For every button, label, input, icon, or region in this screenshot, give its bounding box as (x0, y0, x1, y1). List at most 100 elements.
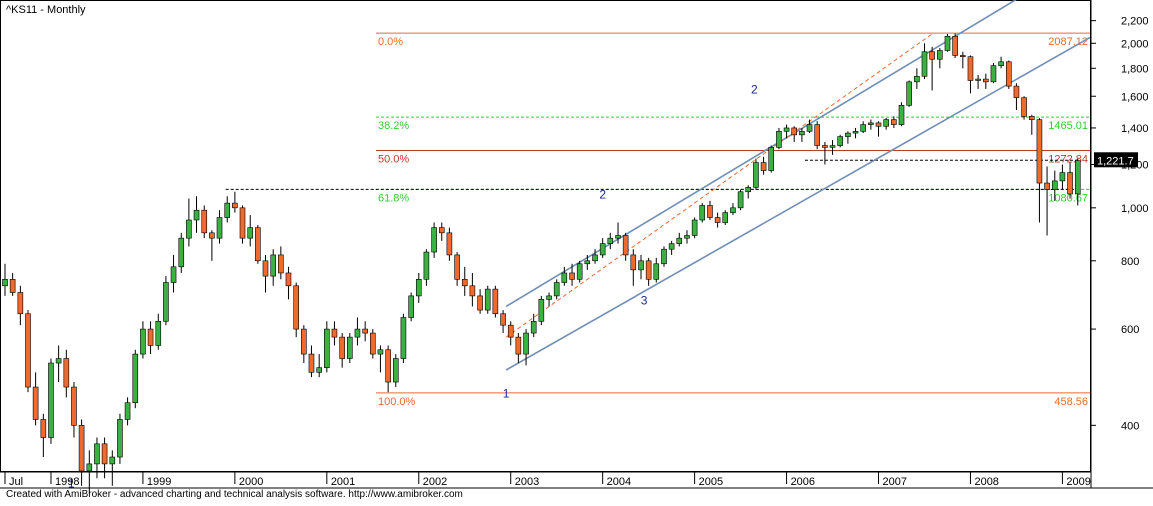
candle-up (247, 227, 254, 239)
candle-down (239, 207, 246, 239)
candle-up (799, 131, 805, 136)
fib-percent-label: 61.8% (378, 192, 409, 204)
candle-up (768, 147, 775, 171)
candle-up (55, 358, 62, 364)
candle-up (216, 217, 223, 239)
fib-percent-label: 100.0% (378, 396, 416, 408)
candle-up (86, 463, 93, 472)
candle-down (301, 328, 307, 355)
candle-up (845, 132, 851, 137)
candle-down (875, 122, 882, 127)
candle-down (461, 278, 468, 287)
candle-down (40, 419, 47, 438)
candle-up (753, 162, 759, 188)
candle-up (193, 209, 200, 221)
candle-up (530, 320, 537, 334)
candle-up (860, 124, 866, 132)
candle-down (293, 285, 300, 330)
candle-down (255, 227, 261, 262)
channel-midline (505, 32, 934, 338)
candle-down (78, 425, 85, 472)
candle-up (170, 266, 177, 283)
candle-up (921, 51, 928, 77)
x-tick-label: 2005 (699, 476, 723, 488)
candle-up (937, 50, 943, 60)
candle-down (454, 254, 460, 280)
x-tick-label: 2008 (974, 476, 998, 488)
candle-up (392, 358, 399, 383)
candle-up (140, 328, 146, 355)
y-tick-label: 1,600 (1121, 91, 1149, 103)
candle-down (967, 56, 974, 81)
fib-percent-label: 50.0% (378, 154, 409, 166)
candle-down (1006, 61, 1012, 87)
candle-down (101, 443, 108, 465)
candle-down (1036, 119, 1043, 184)
candle-up (599, 243, 606, 256)
candle-up (178, 237, 185, 268)
y-tick-label: 2,200 (1121, 16, 1149, 28)
y-axis-ticks: 4006008001,0001,2001,4001,6001,8002,0002… (1091, 16, 1149, 432)
candle-down (960, 55, 966, 58)
candle-up (354, 328, 361, 338)
candle-up (155, 320, 162, 346)
x-tick-label: 1998 (55, 476, 79, 488)
candle-down (1067, 172, 1073, 195)
fib-value-label: 1272.84 (1048, 154, 1088, 166)
candle-up (745, 187, 752, 193)
wave-label: 2 (751, 82, 758, 96)
candle-up (423, 251, 430, 280)
candle-up (377, 349, 384, 355)
candle-up (661, 248, 667, 265)
candle-down (385, 349, 391, 383)
fib-value-label: 1465.01 (1048, 120, 1088, 132)
candle-up (400, 317, 407, 359)
candle-down (201, 209, 208, 234)
candle-up (1059, 172, 1066, 182)
last-price-marker: 1,221.7 (1094, 152, 1138, 168)
candle-down (262, 260, 269, 277)
y-tick-label: 1,000 (1121, 203, 1149, 215)
x-tick-label: 2007 (883, 476, 907, 488)
candle-up (270, 254, 277, 277)
candle-down (622, 235, 629, 256)
candle-down (515, 336, 522, 355)
candle-down (438, 227, 445, 234)
fib-value-label: 458.56 (1054, 396, 1088, 408)
candle-down (1044, 182, 1050, 190)
candle-down (791, 127, 797, 136)
candle-down (929, 51, 935, 60)
candle-down (645, 260, 652, 280)
candle-down (71, 386, 77, 426)
candle-up (653, 263, 660, 280)
wave-labels: 1 1 2 3 2 (68, 82, 758, 490)
candle-down (469, 285, 476, 297)
candle-up (737, 191, 744, 209)
y-tick-label: 1,800 (1121, 63, 1149, 75)
candle-down (814, 124, 820, 146)
y-tick-label: 800 (1121, 256, 1139, 268)
candle-down (32, 386, 39, 420)
candle-up (431, 227, 437, 253)
channel-line (505, 36, 1091, 371)
candle-up (224, 202, 231, 218)
candle-down (891, 119, 897, 125)
y-tick-label: 1,400 (1121, 123, 1149, 135)
candle-down (278, 254, 284, 274)
x-tick-label: Jul (9, 476, 23, 488)
candle-up (2, 278, 8, 287)
fib-value-label: 2087.12 (1048, 36, 1088, 48)
candle-up (806, 124, 813, 132)
x-tick-label: 2003 (515, 476, 539, 488)
candle-up (48, 362, 54, 438)
candle-up (615, 235, 621, 239)
candle-up (408, 295, 414, 318)
x-tick-label: 2000 (239, 476, 263, 488)
candle-up (316, 367, 322, 373)
x-tick-label: 1999 (147, 476, 171, 488)
candle-down (492, 288, 499, 315)
candle-up (868, 122, 874, 125)
candle-down (339, 336, 345, 359)
dashed-reference-lines (225, 159, 1077, 190)
